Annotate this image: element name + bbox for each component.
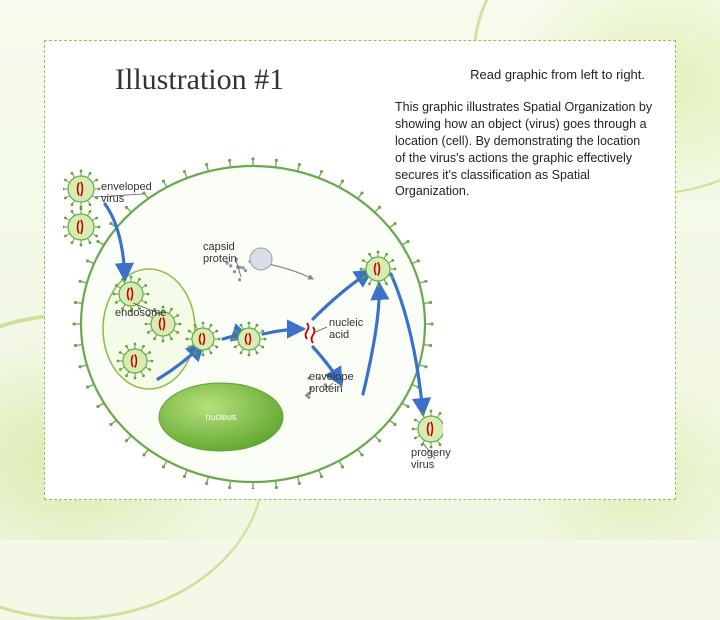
svg-text:nucleus: nucleus xyxy=(205,412,237,422)
diagram-label: envelope protein xyxy=(309,371,354,395)
diagram-label: endosome xyxy=(115,307,166,319)
endosome xyxy=(103,269,195,389)
caption-text: Read graphic from left to right. xyxy=(470,67,645,82)
diagram-label: enveloped virus xyxy=(101,181,152,205)
diagram-label: capsid protein xyxy=(203,241,237,265)
content-card: Illustration #1 Read graphic from left t… xyxy=(44,40,676,500)
diagram-label: progeny virus xyxy=(411,447,451,471)
slide-title: Illustration #1 xyxy=(115,63,284,97)
diagram-label: nucleic acid xyxy=(329,317,363,341)
nucleus: nucleus xyxy=(159,383,283,451)
